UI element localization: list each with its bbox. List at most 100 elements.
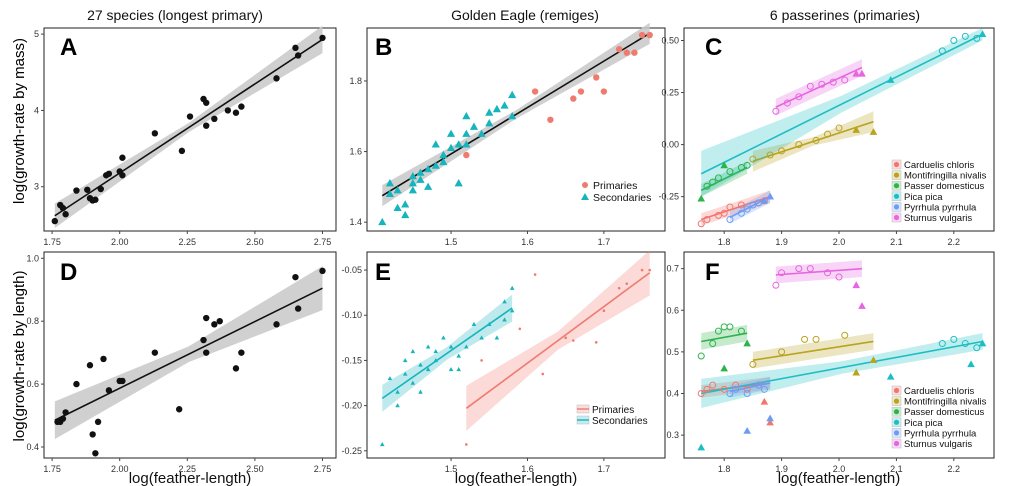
- data-point: [151, 130, 159, 137]
- plot-frame: [366, 251, 666, 459]
- y-tick-label: 4: [34, 105, 39, 115]
- regression-5-line: [775, 267, 863, 276]
- data-point: [950, 36, 958, 44]
- regression-3-line: [700, 33, 983, 175]
- data-point: [617, 286, 621, 290]
- data-point: [401, 210, 410, 219]
- data-point: [938, 340, 946, 348]
- data-point: [431, 161, 440, 169]
- data-point: [92, 196, 99, 203]
- data-point: [648, 268, 652, 272]
- data-point: [806, 265, 814, 273]
- data-point: [818, 80, 826, 88]
- data-point: [697, 389, 705, 397]
- data-point: [408, 186, 417, 194]
- y-tick-label: 0.4: [666, 388, 679, 398]
- x-tick-label: 2.25: [179, 237, 197, 247]
- data-point: [766, 151, 774, 159]
- data-point: [835, 273, 843, 281]
- panel-C: 1.8 1.9 2.0 2.1 2.2 -0.25 0.00 0.25 0.50 Cardueli…: [658, 27, 995, 247]
- y-tick-label: 0.6: [26, 379, 39, 389]
- x-tick-label: 1.7: [598, 464, 611, 474]
- panel-F: 1.8 1.9 2.0 2.1 2.2 0.3 0.4 0.5 0.6 0.7 Carduelis …: [666, 251, 995, 474]
- data-point: [509, 308, 515, 313]
- x-tick-label: 1.8: [718, 237, 731, 247]
- data-point: [395, 403, 400, 408]
- data-point: [886, 372, 895, 380]
- data-point: [726, 168, 734, 176]
- data-point: [273, 75, 280, 82]
- data-point: [462, 111, 471, 120]
- regression-5-line: [775, 66, 863, 108]
- data-point: [89, 431, 96, 438]
- data-point: [967, 360, 975, 368]
- data-point: [465, 443, 468, 446]
- y-tick-label: 5: [34, 29, 39, 39]
- data-point: [211, 115, 218, 123]
- panel-A: 1.75 2.00 2.25 2.50 2.75 3 4 5: [34, 25, 337, 247]
- legend-label: Sturnus vulgaris: [904, 213, 972, 224]
- x-tick-label: 1.5: [445, 237, 458, 247]
- data-point: [105, 170, 113, 177]
- panel-letter: A: [60, 34, 77, 61]
- data-point: [62, 211, 69, 218]
- legend-label: Secondaries: [593, 192, 651, 204]
- data-point: [783, 99, 791, 107]
- data-point: [378, 217, 387, 226]
- data-point: [62, 409, 69, 416]
- regression-4-line: [729, 382, 771, 393]
- data-point: [86, 362, 94, 369]
- data-point: [477, 129, 486, 137]
- x-axis-label: log(feather-length): [455, 470, 578, 486]
- data-point: [602, 309, 606, 313]
- data-point: [743, 426, 751, 434]
- data-point: [224, 107, 232, 114]
- x-tick-label: 2.1: [890, 237, 903, 247]
- data-point: [319, 267, 326, 275]
- data-point: [178, 147, 186, 155]
- data-point: [73, 187, 80, 194]
- data-point: [824, 130, 832, 138]
- x-tick-label: 1.75: [43, 464, 61, 474]
- data-point: [119, 377, 126, 385]
- data-point: [755, 381, 763, 389]
- data-point: [203, 99, 210, 106]
- data-point: [494, 335, 500, 340]
- data-point: [697, 352, 705, 360]
- x-axis-label: log(feather-length): [778, 470, 901, 486]
- data-point: [726, 203, 734, 211]
- data-point: [778, 348, 786, 356]
- data-point: [456, 367, 461, 372]
- legend-marker: [893, 183, 900, 189]
- legend-label: Sturnus vulgaris: [904, 439, 972, 450]
- data-point: [726, 216, 734, 224]
- regression-3-band: [701, 28, 983, 197]
- data-point: [646, 31, 653, 39]
- data-point: [760, 385, 768, 393]
- data-point: [547, 116, 554, 123]
- data-point: [485, 119, 494, 127]
- data-point: [416, 168, 425, 176]
- regression-1-line: [381, 307, 513, 400]
- data-point: [749, 155, 757, 163]
- x-axis-label: log(feather-length): [129, 470, 252, 486]
- x-tick-label: 2.2: [948, 464, 961, 474]
- data-point: [720, 209, 728, 217]
- y-tick-label: 0.3: [666, 430, 679, 440]
- panel-letter: D: [60, 259, 77, 286]
- data-point: [410, 348, 416, 354]
- data-point: [766, 414, 774, 422]
- data-point: [456, 353, 461, 358]
- regression-1-line: [752, 340, 874, 361]
- data-point: [425, 344, 431, 349]
- data-point: [737, 327, 745, 335]
- x-tick-label: 2.75: [314, 464, 332, 474]
- data-point: [431, 140, 440, 148]
- data-point: [772, 107, 780, 115]
- panel-title: 6 passerines (primaries): [770, 7, 920, 23]
- x-tick-label: 2.00: [111, 237, 129, 247]
- regression-0-line: [700, 195, 771, 221]
- data-point: [743, 389, 751, 397]
- data-point: [94, 418, 102, 426]
- data-point: [973, 34, 981, 42]
